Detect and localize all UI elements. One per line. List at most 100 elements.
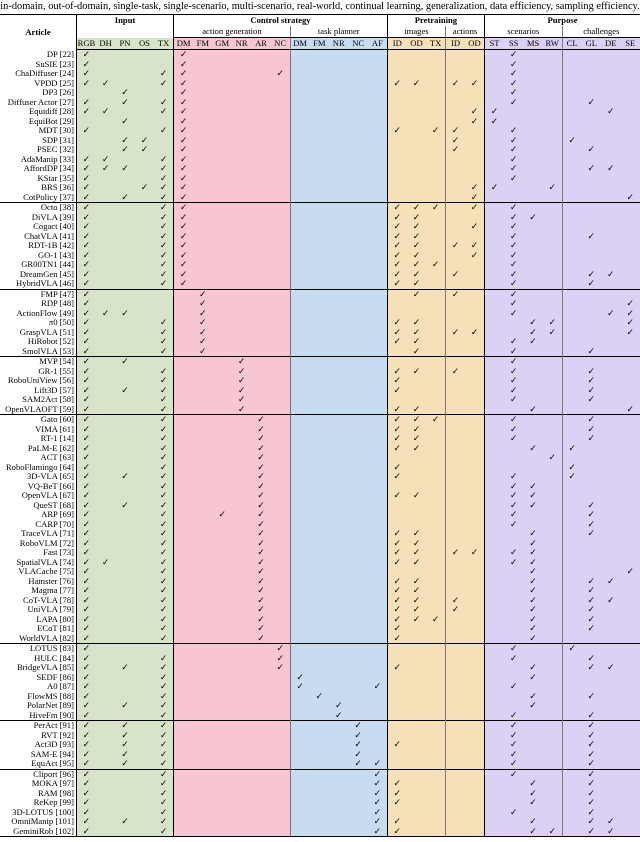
- empty-cell: [483, 164, 504, 174]
- empty-cell: [601, 779, 621, 789]
- empty-cell: [348, 288, 368, 299]
- check-mark: ✓: [251, 481, 271, 491]
- empty-cell: [445, 788, 466, 798]
- empty-cell: [289, 740, 310, 750]
- empty-cell: [503, 788, 524, 798]
- empty-cell: [367, 548, 388, 558]
- empty-cell: [115, 462, 135, 472]
- empty-cell: [251, 768, 271, 779]
- empty-cell: [561, 346, 582, 357]
- empty-cell: [561, 202, 582, 213]
- check-mark: ✓: [75, 183, 96, 193]
- empty-cell: [309, 557, 330, 567]
- empty-cell: [251, 691, 271, 701]
- empty-cell: [465, 481, 485, 491]
- empty-cell: [95, 250, 116, 260]
- check-mark: ✓: [503, 653, 524, 663]
- empty-cell: [193, 710, 213, 721]
- empty-cell: [212, 395, 232, 405]
- check-mark: ✓: [193, 308, 213, 318]
- empty-cell: [426, 288, 446, 299]
- article-name: CARP [70]: [35, 519, 74, 529]
- table-row: TraceVLA [71] ✓ ✓ ✓ ✓ ✓ ✓ ✓: [0, 529, 640, 539]
- empty-cell: [134, 557, 155, 567]
- check-mark: ✓: [154, 107, 174, 117]
- empty-cell: [289, 173, 310, 183]
- check-mark: ✓: [154, 424, 174, 434]
- table-row: QueST [68] ✓ ✓ ✓ ✓ ✓ ✓ ✓: [0, 500, 640, 510]
- empty-cell: [503, 192, 524, 203]
- empty-cell: [193, 126, 213, 136]
- empty-cell: [270, 740, 291, 750]
- empty-cell: [212, 519, 232, 529]
- empty-cell: [231, 154, 252, 164]
- check-mark: ✓: [154, 779, 174, 789]
- table-row: VLACache [75] ✓ ✓ ✓ ✓ ✓: [0, 567, 640, 577]
- empty-cell: [581, 701, 602, 711]
- table-row: BridgeVLA [85] ✓ ✓ ✓ ✓ ✓ ✓ ✓ ✓: [0, 663, 640, 673]
- article-name: VQ-BeT [66]: [27, 481, 74, 491]
- empty-cell: [115, 222, 135, 232]
- empty-cell: [289, 356, 310, 367]
- empty-cell: [193, 633, 213, 644]
- check-mark: ✓: [173, 231, 194, 241]
- table-row: SmolVLA [53] ✓ ✓ ✓ ✓ ✓ ✓: [0, 346, 640, 357]
- empty-cell: [309, 288, 330, 299]
- empty-cell: [386, 682, 407, 692]
- article-name: KStar [35]: [37, 173, 74, 183]
- empty-cell: [173, 529, 194, 539]
- empty-cell: [115, 710, 135, 721]
- empty-cell: [601, 385, 621, 395]
- empty-cell: [581, 49, 602, 60]
- empty-cell: [465, 586, 485, 596]
- empty-cell: [483, 682, 504, 692]
- empty-cell: [601, 443, 621, 453]
- empty-cell: [309, 212, 330, 222]
- check-mark: ✓: [231, 376, 252, 386]
- empty-cell: [154, 145, 174, 155]
- check-mark: ✓: [154, 633, 174, 644]
- empty-cell: [115, 299, 135, 309]
- check-mark: ✓: [445, 288, 466, 299]
- empty-cell: [173, 376, 194, 386]
- empty-cell: [620, 154, 640, 164]
- empty-cell: [367, 653, 388, 663]
- check-mark: ✓: [154, 414, 174, 425]
- check-mark: ✓: [154, 434, 174, 444]
- empty-cell: [483, 481, 504, 491]
- empty-cell: [445, 250, 466, 260]
- check-mark: ✓: [406, 346, 427, 357]
- empty-cell: [348, 788, 368, 798]
- check-mark: ✓: [251, 500, 271, 510]
- empty-cell: [289, 135, 310, 145]
- header-group-control-strategy: Control strategy: [173, 14, 388, 26]
- empty-cell: [134, 279, 155, 289]
- check-mark: ✓: [523, 624, 543, 634]
- empty-cell: [289, 346, 310, 357]
- empty-cell: [561, 154, 582, 164]
- column-header: RGB: [75, 37, 96, 50]
- check-mark: ✓: [581, 376, 602, 386]
- check-mark: ✓: [406, 557, 427, 567]
- empty-cell: [309, 337, 330, 347]
- empty-cell: [445, 472, 466, 482]
- empty-cell: [193, 586, 213, 596]
- check-mark: ✓: [154, 250, 174, 260]
- empty-cell: [348, 414, 368, 425]
- empty-cell: [115, 643, 135, 654]
- empty-cell: [95, 173, 116, 183]
- empty-cell: [523, 710, 543, 721]
- empty-cell: [193, 653, 213, 663]
- empty-cell: [445, 116, 466, 126]
- check-mark: ✓: [503, 395, 524, 405]
- empty-cell: [483, 624, 504, 634]
- empty-cell: [309, 192, 330, 203]
- empty-cell: [426, 154, 446, 164]
- check-mark: ✓: [173, 241, 194, 251]
- empty-cell: [503, 116, 524, 126]
- table-row: RDT-1B [42] ✓ ✓ ✓ ✓ ✓ ✓ ✓ ✓: [0, 241, 640, 251]
- empty-cell: [523, 241, 543, 251]
- empty-cell: [620, 366, 640, 376]
- check-mark: ✓: [173, 126, 194, 136]
- empty-cell: [270, 308, 291, 318]
